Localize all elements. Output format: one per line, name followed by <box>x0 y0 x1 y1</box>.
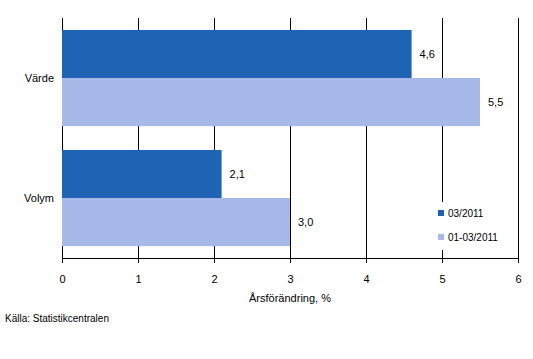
data-label: 5,5 <box>488 96 503 108</box>
axis-title: Årsförändring, % <box>249 292 331 304</box>
tick-label: 0 <box>59 273 65 285</box>
bar <box>62 198 290 246</box>
data-label: 2,1 <box>230 168 245 180</box>
bars <box>62 30 480 246</box>
legend-box <box>434 202 514 250</box>
tick-mark <box>518 258 519 263</box>
source: Källa: Statistikcentralen <box>5 313 109 324</box>
legend-label: 01-03/2011 <box>448 232 498 243</box>
tick-label: 4 <box>363 273 369 285</box>
tick-label: 2 <box>211 273 217 285</box>
legend-swatch <box>438 234 444 240</box>
bar <box>62 30 412 78</box>
bar <box>62 150 222 198</box>
legend: 03/2011 01-03/2011 <box>434 202 514 250</box>
data-label: 4,6 <box>420 48 435 60</box>
bar <box>62 78 480 126</box>
legend-label: 03/2011 <box>448 208 484 219</box>
category-label: Volym <box>24 192 54 204</box>
chart: 0 1 2 3 4 5 6 Värde 4,6 5,5 Volym 2,1 3,0 03/2011 01-0… <box>0 0 533 359</box>
tick-label: 6 <box>515 273 521 285</box>
legend-swatch <box>438 210 444 216</box>
grid-line <box>518 18 519 258</box>
category-label: Värde <box>25 72 54 84</box>
tick-label: 1 <box>135 273 141 285</box>
tick-label: 5 <box>439 273 445 285</box>
axis-line <box>62 258 518 259</box>
data-label: 3,0 <box>298 216 313 228</box>
tick-label: 3 <box>287 273 293 285</box>
